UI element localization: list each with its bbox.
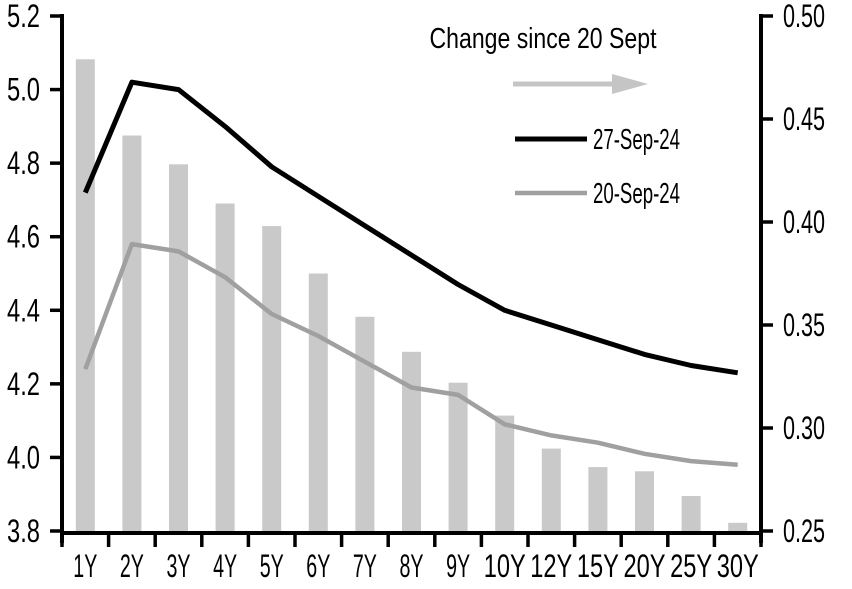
x-label-12Y: 12Y (530, 548, 572, 584)
left-tick-label-5.2: 5.2 (7, 0, 40, 34)
legend-title: Change since 20 Sept (430, 23, 657, 55)
line-27-sep-24 (82, 79, 739, 376)
legend-label-20-sep: 20-Sep-24 (593, 178, 680, 210)
bar-6Y (308, 273, 328, 531)
line-series-layer (82, 79, 739, 468)
legend-item-20-sep: 20-Sep-24 (515, 178, 680, 210)
x-label-3Y: 3Y (167, 548, 191, 584)
left-tick-label-5.0: 5.0 (7, 72, 40, 108)
x-label-8Y: 8Y (400, 548, 424, 584)
axes-layer (50, 14, 773, 547)
x-label-5Y: 5Y (260, 548, 284, 584)
bar-12Y (541, 448, 561, 531)
bar-5Y (262, 226, 282, 531)
x-label-6Y: 6Y (306, 548, 330, 584)
right-tick-label-0.25: 0.25 (783, 513, 825, 549)
bar-20Y (635, 471, 654, 531)
change-arrow-icon (513, 74, 648, 94)
x-label-10Y: 10Y (484, 548, 526, 584)
bar-8Y (402, 351, 421, 531)
left-tick-label-4.2: 4.2 (7, 366, 40, 402)
left-tick-label-4.8: 4.8 (7, 145, 40, 181)
bar-7Y (355, 316, 375, 531)
arrow-head (612, 74, 648, 94)
left-tick-label-4.6: 4.6 (7, 219, 40, 255)
right-tick-label-0.45: 0.45 (783, 101, 825, 137)
legend-item-27-sep: 27-Sep-24 (515, 124, 680, 156)
right-tick-label-0.35: 0.35 (783, 307, 825, 343)
bar-30Y (728, 522, 748, 531)
left-tick-label-4.0: 4.0 (7, 439, 40, 475)
x-label-1Y: 1Y (73, 548, 97, 584)
x-label-2Y: 2Y (120, 548, 144, 584)
legend-label-27-sep: 27-Sep-24 (593, 124, 680, 156)
bar-4Y (215, 203, 235, 531)
x-label-15Y: 15Y (577, 548, 619, 584)
bar-15Y (588, 467, 608, 531)
x-label-20Y: 20Y (624, 548, 666, 584)
bar-1Y (75, 59, 95, 532)
left-tick-label-4.4: 4.4 (7, 292, 40, 328)
bar-25Y (681, 496, 701, 531)
x-label-30Y: 30Y (717, 548, 759, 584)
x-label-25Y: 25Y (670, 548, 712, 584)
bar-3Y (169, 164, 188, 532)
legend: Change since 20 Sept 27-Sep-24 20-Sep-24 (430, 23, 681, 210)
x-label-4Y: 4Y (213, 548, 237, 584)
bar-9Y (448, 382, 468, 531)
right-tick-label-0.50: 0.50 (783, 0, 825, 34)
right-tick-label-0.40: 0.40 (783, 204, 825, 240)
axis-labels-layer: 3.8 4.0 4.2 4.4 4.6 4.8 5.0 5.2 0.25 0.30 0.35 0.40… (7, 0, 825, 584)
bar-10Y (495, 415, 515, 531)
x-label-7Y: 7Y (353, 548, 377, 584)
bar-2Y (122, 135, 142, 531)
left-tick-label-3.8: 3.8 (7, 513, 40, 549)
line-20-sep-24 (83, 241, 738, 468)
x-label-9Y: 9Y (446, 548, 470, 584)
right-tick-label-0.30: 0.30 (783, 410, 825, 446)
bars-series-change (75, 59, 748, 532)
